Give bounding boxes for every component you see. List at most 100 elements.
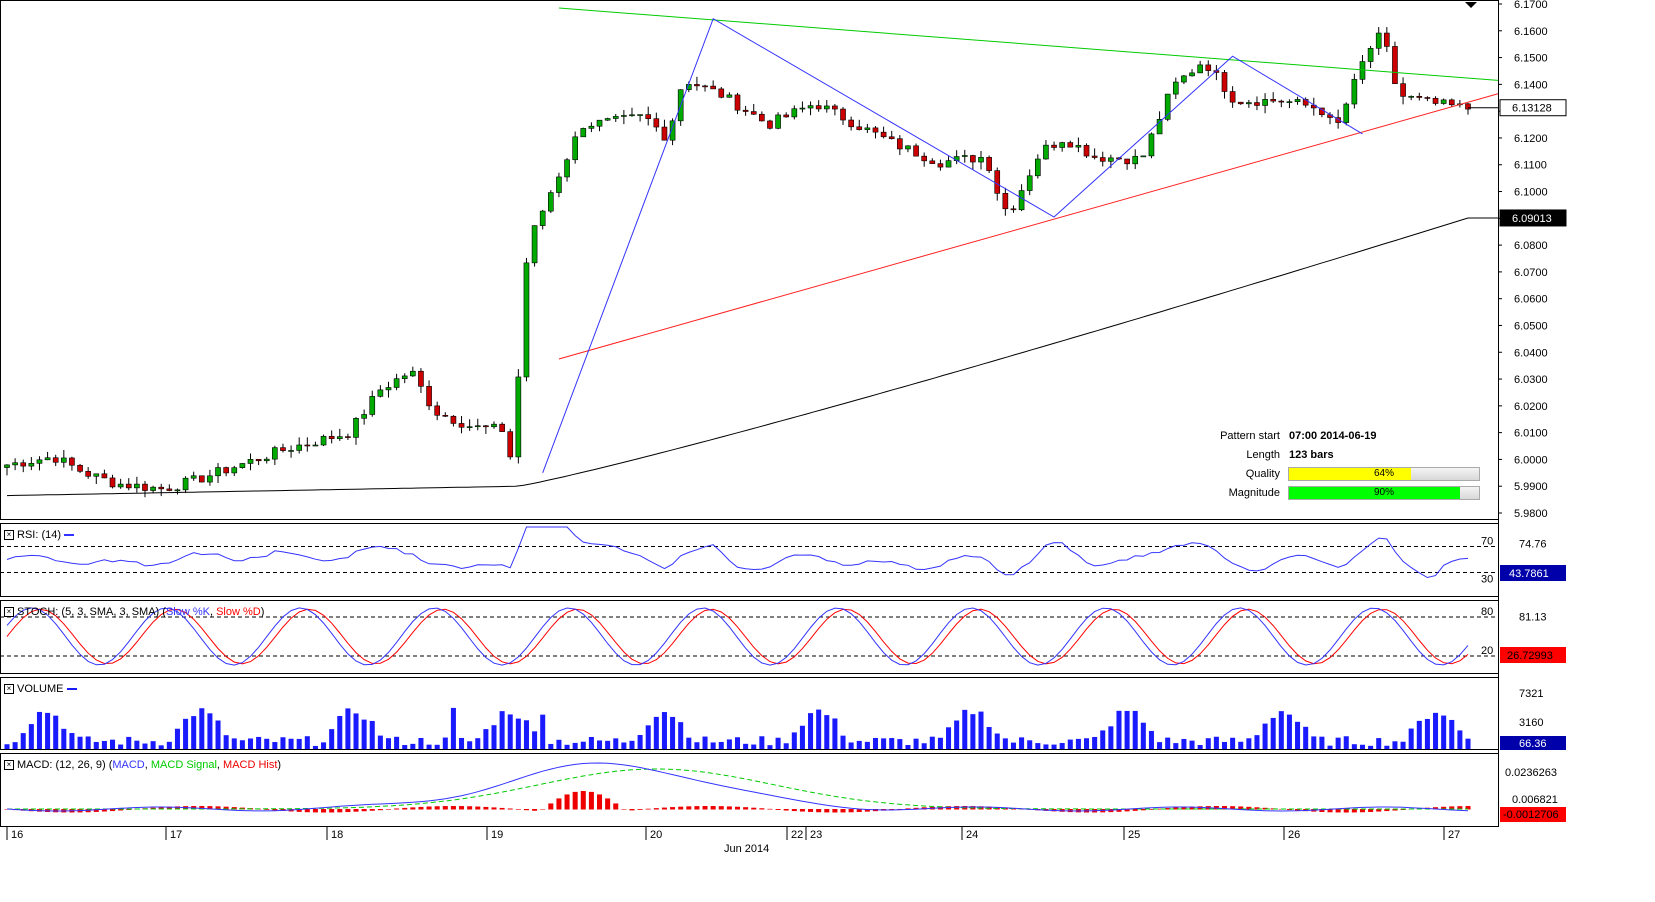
- volume-bar: [264, 738, 270, 749]
- close-icon[interactable]: ×: [4, 684, 14, 695]
- volume-bar: [1002, 738, 1008, 749]
- volume-bar: [101, 740, 107, 749]
- volume-bar: [1148, 730, 1154, 749]
- candle-down: [840, 108, 846, 121]
- candle-up: [629, 114, 635, 117]
- macd-current-box: [1500, 807, 1566, 822]
- magnitude-bar: 90%: [1288, 486, 1480, 500]
- candle-up: [1018, 190, 1025, 211]
- macd-hist-bar: [231, 807, 237, 810]
- volume-bar: [1075, 738, 1081, 749]
- volume-bar: [670, 716, 676, 749]
- stoch-d-line: [6, 608, 1469, 665]
- candle-up: [580, 128, 587, 138]
- candle-up: [1148, 133, 1155, 157]
- candle-down: [166, 488, 173, 491]
- volume-bar: [377, 735, 383, 749]
- close-icon[interactable]: ×: [4, 607, 14, 618]
- macd-hist-bar: [1286, 809, 1292, 811]
- candle-up: [393, 378, 400, 388]
- candle-down: [888, 136, 895, 140]
- candle-down: [1392, 46, 1398, 84]
- candle-up: [905, 145, 911, 150]
- volume-bar: [475, 738, 481, 749]
- volume-bar: [1303, 726, 1309, 749]
- volume-bar: [1132, 710, 1138, 749]
- close-icon[interactable]: ×: [4, 530, 14, 541]
- stoch-current-box: [1500, 647, 1566, 663]
- macd-hist-bar: [1335, 809, 1341, 813]
- stoch-k-name: Slow %K: [165, 606, 210, 618]
- candle-up: [117, 483, 124, 488]
- price-tick-label: 6.0500: [1514, 320, 1548, 332]
- candle-down: [921, 155, 927, 162]
- volume-bar: [394, 736, 400, 749]
- macd-hist-bar: [726, 806, 732, 810]
- chevron-down-icon[interactable]: [1465, 2, 1477, 8]
- volume-bar: [1189, 740, 1195, 749]
- candle-down: [710, 85, 716, 90]
- candle-up: [637, 114, 643, 116]
- macd-hist-bar: [491, 807, 497, 810]
- volume-bar: [296, 738, 302, 749]
- macd-hist-bar: [174, 806, 180, 810]
- candle-up: [669, 120, 676, 141]
- candle-up: [1043, 144, 1049, 160]
- macd-hist-bar: [799, 809, 805, 812]
- candle-down: [1465, 103, 1471, 110]
- volume-bar: [954, 720, 960, 749]
- macd-hist-bar: [905, 808, 911, 810]
- volume-bar: [970, 714, 976, 749]
- candle-up: [190, 475, 197, 479]
- volume-bar: [889, 738, 895, 749]
- moving-average-line: [6, 217, 1469, 497]
- candle-up: [564, 159, 570, 178]
- volume-bar: [572, 742, 578, 749]
- close-icon[interactable]: ×: [4, 760, 14, 771]
- candle-down: [109, 477, 116, 488]
- macd-hist-bar: [540, 809, 546, 810]
- macd-hist-bar: [377, 809, 383, 811]
- pattern-info: Pattern start 07:00 2014-06-19 Length 12…: [1210, 430, 1490, 510]
- volume-panel: 7321 3160 66.36: [4, 688, 1566, 750]
- time-axis: 16 17 18 19 20 22 23 24 25 26 27 Jun 2014: [6, 826, 1460, 855]
- macd-hist-bar: [710, 806, 716, 810]
- candle-down: [832, 105, 838, 110]
- volume-bar: [710, 742, 716, 749]
- candle-up: [515, 376, 522, 458]
- macd-hist-bar: [1230, 806, 1236, 810]
- support-line: [558, 93, 1499, 360]
- macd-hist-bar: [523, 809, 529, 811]
- price-tick-label: 6.0200: [1514, 401, 1548, 413]
- volume-bar: [1278, 711, 1284, 749]
- candle-down: [499, 423, 505, 432]
- macd-hist-bar: [1384, 809, 1390, 812]
- stoch-title-prefix: STOCH: (5, 3, SMA, 3, SMA) (: [17, 606, 166, 618]
- candle-down: [20, 462, 27, 467]
- candle-up: [336, 436, 343, 439]
- macd-hist-bar: [1246, 806, 1252, 810]
- macd-hist-bar: [532, 809, 538, 811]
- candle-down: [345, 436, 351, 438]
- volume-axis-label-high: 7321: [1519, 688, 1543, 700]
- candle-down: [702, 85, 708, 88]
- volume-bar: [199, 708, 205, 749]
- pattern-start-label: Pattern start: [1220, 430, 1280, 442]
- volume-bar: [605, 740, 611, 749]
- candle-up: [1059, 142, 1065, 148]
- volume-bar: [799, 725, 805, 749]
- macd-hist-bar: [483, 806, 489, 810]
- volume-bar: [12, 742, 18, 749]
- candle-up: [288, 450, 294, 452]
- candle-up: [385, 387, 392, 391]
- volume-bar: [1424, 718, 1430, 749]
- macd-hist-bar: [515, 809, 521, 810]
- candle-down: [142, 483, 148, 491]
- volume-bar: [1359, 744, 1365, 749]
- macd-hist-bar: [101, 809, 107, 812]
- volume-bar: [450, 707, 456, 749]
- candle-up: [556, 176, 562, 193]
- candle-down: [653, 118, 660, 128]
- candle-down: [1067, 142, 1074, 148]
